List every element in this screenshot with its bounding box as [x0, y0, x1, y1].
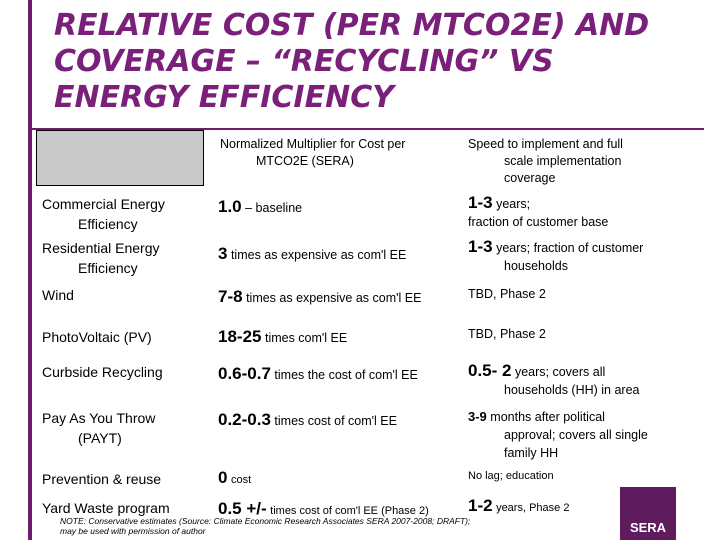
speed-value: 1-2 [468, 496, 493, 515]
speed-text: years, Phase 2 [496, 502, 570, 514]
program-name-line-1: Wind [42, 287, 74, 303]
speed-coverage: TBD, Phase 2 [468, 325, 701, 343]
title-line-1: RELATIVE COST (PER MTCO2E) AND [54, 8, 650, 43]
program-name-line-1: Yard Waste program [42, 500, 170, 516]
speed-value: 1-3 [468, 237, 493, 256]
program-name: Yard Waste program [42, 498, 212, 518]
cost-multiplier: 18-25 times com'l EE [218, 327, 468, 347]
program-name-line-2: Efficiency [78, 260, 138, 276]
title-line-2: COVERAGE – “RECYCLING” VS [54, 44, 554, 79]
speed-coverage: 0.5- 2 years; covers all households (HH)… [468, 362, 701, 399]
title-line-3: ENERGY EFFICIENCY [54, 80, 394, 115]
header-multiplier-line-1: Normalized Multiplier for Cost per [220, 137, 406, 151]
speed-value: 1-3 [468, 193, 493, 212]
multiplier-text: cost [230, 474, 252, 486]
program-name-line-2: (PAYT) [78, 430, 122, 446]
sera-logo-text: SERA [629, 520, 667, 535]
multiplier-value: 7-8 [218, 287, 243, 306]
speed-text-line-3: family HH [504, 446, 559, 460]
program-name-line-1: Residential Energy [42, 240, 160, 256]
header-multiplier: Normalized Multiplier for Cost per MTCO2… [220, 136, 470, 170]
speed-text-line-2: fraction of customer base [468, 215, 609, 229]
cost-multiplier: 1.0 – baseline [218, 197, 468, 217]
header-speed-line-1: Speed to implement and full [468, 137, 623, 151]
speed-text: No lag; education [468, 470, 554, 482]
cost-multiplier: 0.5 +/- times cost of com'l EE (Phase 2) [218, 499, 468, 519]
source-note-line-1: NOTE: Conservative estimates (Source: Cl… [60, 516, 471, 526]
speed-text: years; fraction of customer [496, 241, 644, 255]
speed-coverage: 1-3 years; fraction of customer base [468, 194, 701, 231]
multiplier-text: times the cost of com'l EE [274, 368, 418, 382]
program-name: Pay As You Throw (PAYT) [42, 408, 212, 448]
source-note-line-2: may be used with permission of author [60, 526, 206, 536]
multiplier-value: 0.2-0.3 [218, 410, 271, 429]
speed-text: months after political [490, 410, 605, 424]
cost-multiplier: 0.6-0.7 times the cost of com'l EE [218, 364, 468, 384]
program-name: Prevention & reuse [42, 469, 212, 489]
multiplier-value: 18-25 [218, 327, 262, 346]
speed-coverage: 3-9 months after political approval; cov… [468, 408, 701, 462]
slide-title: RELATIVE COST (PER MTCO2E) AND COVERAGE … [54, 8, 694, 116]
speed-text-line-2: approval; covers all single [504, 428, 648, 442]
speed-coverage: TBD, Phase 2 [468, 285, 701, 303]
program-name-line-1: Pay As You Throw [42, 410, 156, 426]
header-speed: Speed to implement and full scale implem… [468, 136, 701, 187]
program-name: Commercial Energy Efficiency [42, 194, 212, 234]
speed-text: years; covers all [514, 365, 606, 379]
multiplier-value: 0.6-0.7 [218, 364, 271, 383]
multiplier-text: times as expensive as com'l EE [246, 291, 422, 305]
speed-coverage: 1-2 years, Phase 2 [468, 497, 701, 517]
comparison-table: Normalized Multiplier for Cost per MTCO2… [36, 130, 701, 520]
sera-logo: SERA [620, 487, 676, 540]
left-accent-rule [28, 0, 32, 540]
speed-text-line-2: households [504, 259, 568, 273]
speed-text: TBD, Phase 2 [468, 327, 546, 341]
cost-multiplier: 7-8 times as expensive as com'l EE [218, 287, 468, 307]
program-name-line-1: Prevention & reuse [42, 471, 162, 487]
source-note: NOTE: Conservative estimates (Source: Cl… [60, 516, 600, 536]
program-name: Curbside Recycling [42, 362, 212, 382]
speed-value: 0.5- 2 [468, 361, 512, 380]
title-divider-rule [28, 128, 704, 130]
program-name: Residential Energy Efficiency [42, 238, 212, 278]
speed-value: 3-9 [468, 409, 487, 424]
multiplier-text: times as expensive as com'l EE [230, 248, 407, 262]
header-speed-line-2: scale implementation [504, 154, 622, 168]
cost-multiplier: 0 cost [218, 468, 468, 488]
program-name: PhotoVoltaic (PV) [42, 327, 212, 347]
speed-text: TBD, Phase 2 [468, 287, 546, 301]
program-name-line-2: Efficiency [78, 216, 138, 232]
cost-multiplier: 3 times as expensive as com'l EE [218, 244, 468, 264]
header-speed-line-3: coverage [504, 171, 556, 185]
cost-multiplier: 0.2-0.3 times cost of com'l EE [218, 410, 468, 430]
program-name: Wind [42, 285, 212, 305]
multiplier-value: 0 [218, 468, 228, 487]
multiplier-text: times cost of com'l EE [274, 414, 397, 428]
speed-coverage: 1-3 years; fraction of customer househol… [468, 238, 701, 275]
program-name-line-1: PhotoVoltaic (PV) [42, 329, 152, 345]
header-blank-cell [36, 130, 204, 186]
speed-text-line-2: households (HH) in area [504, 383, 640, 397]
program-name-line-1: Curbside Recycling [42, 364, 163, 380]
multiplier-value: 1.0 [218, 197, 242, 216]
multiplier-text: – baseline [245, 201, 303, 215]
multiplier-value: 0.5 +/- [218, 499, 267, 518]
multiplier-text: times com'l EE [264, 331, 348, 345]
speed-text: years; [496, 197, 531, 211]
header-multiplier-line-2: MTCO2E (SERA) [256, 154, 354, 168]
speed-coverage: No lag; education [468, 467, 701, 485]
multiplier-text: times cost of com'l EE (Phase 2) [270, 505, 429, 517]
program-name-line-1: Commercial Energy [42, 196, 165, 212]
multiplier-value: 3 [218, 244, 228, 263]
